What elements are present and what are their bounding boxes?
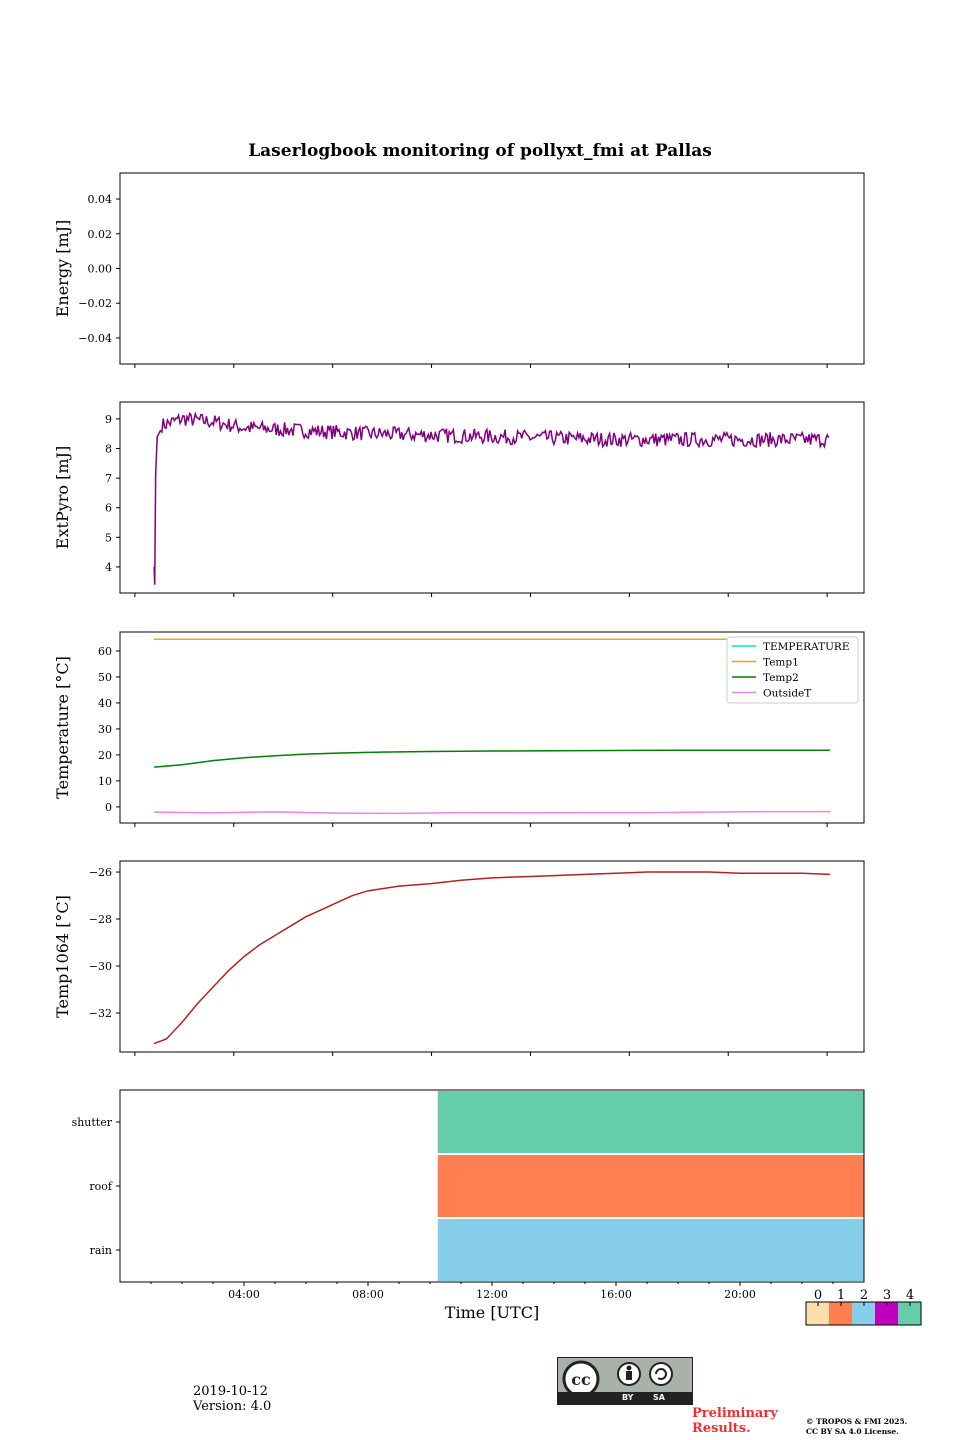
y-tick-label: 0.00	[88, 263, 113, 276]
y-tick-label: −0.04	[78, 332, 112, 345]
y-tick-label: 0	[105, 801, 112, 814]
preliminary-line-1: Preliminary	[692, 1406, 778, 1421]
y-tick-label: 10	[98, 775, 112, 788]
legend-label: TEMPERATURE	[763, 641, 850, 653]
x-tick-label: 12:00	[476, 1288, 508, 1301]
legend-box	[726, 636, 859, 704]
legend-label: Temp2	[763, 672, 799, 684]
license-line: CC BY SA 4.0 License.	[806, 1427, 899, 1436]
axes-frame	[119, 172, 865, 365]
panel-3: 60 50 40 30 20 10 0 Temperature [°C] TEMPERATURE…	[53, 631, 865, 827]
colorbar-tick-label: 1	[837, 1288, 845, 1303]
axes-frame	[119, 631, 865, 824]
colorbar-segment	[806, 1302, 829, 1325]
y-tick-label: −26	[89, 866, 112, 879]
y-tick-label: 40	[98, 697, 112, 710]
y-tick-label: −0.02	[78, 297, 112, 310]
cc-bar: BY SA	[558, 1392, 692, 1404]
y-tick-label: 30	[98, 723, 112, 736]
x-tick-label: 16:00	[600, 1288, 632, 1301]
legend-label: OutsideT	[763, 688, 811, 700]
y-tick-label: 9	[105, 413, 112, 426]
svg-text:cc: cc	[571, 1370, 591, 1389]
status-block-rain	[437, 1219, 864, 1281]
y-axis-label: ExtPyro [mJ]	[53, 446, 72, 549]
series-line-temp2	[154, 749, 830, 768]
y-tick-label: shutter	[72, 1116, 113, 1129]
panel-4: −26 −28 −30 −32 Temp1064 [°C]	[53, 860, 865, 1056]
y-tick-label: −32	[89, 1007, 112, 1020]
colorbar-segment	[829, 1302, 852, 1325]
cc-sa-label: SA	[653, 1393, 665, 1402]
x-tick-label: 04:00	[228, 1288, 260, 1301]
y-tick-label: rain	[90, 1244, 112, 1257]
y-tick-label: roof	[89, 1180, 113, 1193]
panel-2: 9 8 7 6 5 4 ExtPyro [mJ]	[53, 401, 865, 597]
y-tick-label: 7	[105, 472, 112, 485]
y-tick-label: −30	[89, 960, 112, 973]
copyright: © TROPOS & FMI 2025. CC BY SA 4.0 Licens…	[806, 1417, 907, 1437]
series-line-outsidet	[154, 810, 830, 815]
axes-frame	[119, 401, 865, 594]
colorbar-segment	[875, 1302, 898, 1325]
panel-1: 0.04 0.02 0.00 −0.02 −0.04 Energy [mJ]	[53, 172, 865, 368]
x-axis-label: Time [UTC]	[444, 1303, 540, 1322]
y-tick-label: 5	[105, 531, 112, 544]
colorbar-tick-label: 4	[906, 1288, 914, 1303]
colorbar-tick-label: 3	[883, 1288, 891, 1303]
y-axis-label: Temperature [°C]	[53, 656, 72, 799]
y-tick-label: 8	[105, 442, 112, 455]
date-version: 2019-10-12 Version: 4.0	[193, 1384, 271, 1414]
series-line-extpyro	[153, 411, 830, 585]
y-tick-label: 0.04	[88, 193, 113, 206]
x-tick-label: 08:00	[352, 1288, 384, 1301]
y-tick-label: 60	[98, 645, 112, 658]
colorbar-tick-label: 0	[814, 1288, 822, 1303]
legend: TEMPERATURE Temp1 Temp2 OutsideT	[726, 636, 859, 704]
colorbar-segment	[852, 1302, 875, 1325]
status-block-shutter	[437, 1091, 864, 1153]
colorbar-segment	[898, 1302, 921, 1325]
status-block-roof	[437, 1155, 864, 1217]
preliminary-line-2: Results.	[692, 1421, 751, 1436]
cc-by-label: BY	[622, 1393, 634, 1402]
y-tick-label: 50	[98, 671, 112, 684]
x-tick-label: 20:00	[724, 1288, 756, 1301]
y-tick-label: −28	[89, 913, 112, 926]
y-axis-label: Temp1064 [°C]	[53, 895, 72, 1018]
series-line-temp1064	[153, 871, 830, 1045]
copyright-line-1: © TROPOS & FMI 2025.	[806, 1417, 908, 1426]
y-axis-label: Energy [mJ]	[53, 220, 72, 318]
version-label: Version: 4.0	[193, 1399, 272, 1414]
y-tick-label: 0.02	[88, 228, 113, 241]
legend-label: Temp1	[763, 657, 799, 669]
colorbar-frame	[805, 1301, 922, 1326]
cc-icon: cc	[562, 1360, 673, 1398]
chart-title: Laserlogbook monitoring of pollyxt_fmi a…	[248, 141, 712, 161]
y-tick-label: 4	[105, 561, 112, 574]
colorbar-tick-label: 2	[860, 1288, 868, 1303]
panel-status: rain roof shutter 04:00 08:00 12:00 16:00 20:00	[72, 1089, 865, 1301]
axes-frame	[119, 860, 865, 1053]
date-label: 2019-10-12	[193, 1384, 268, 1399]
cc-license-logo: cc BY SA	[557, 1357, 693, 1405]
y-tick-label: 6	[105, 502, 112, 515]
preliminary-notice: Preliminary Results.	[692, 1406, 778, 1436]
y-tick-label: 20	[98, 749, 112, 762]
